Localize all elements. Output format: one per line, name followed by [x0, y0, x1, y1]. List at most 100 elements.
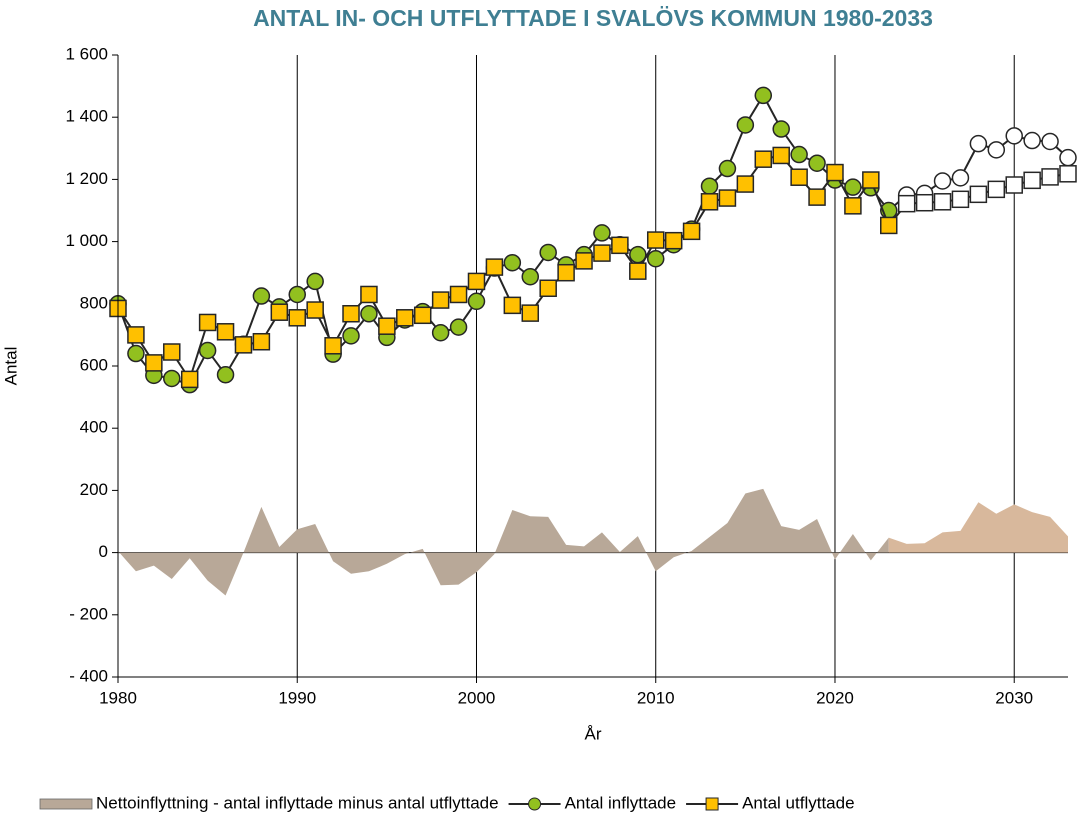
marker [145, 354, 163, 372]
x-tick-label: 2010 [637, 688, 675, 707]
marker [772, 120, 790, 138]
marker [1023, 131, 1041, 150]
marker [700, 177, 719, 195]
marker [163, 369, 181, 388]
marker [611, 236, 629, 255]
marker [593, 224, 611, 242]
marker [467, 292, 486, 311]
marker [862, 171, 880, 189]
y-tick-label: 1 200 [65, 169, 108, 188]
x-tick-label: 2030 [995, 688, 1033, 707]
area [118, 488, 889, 596]
marker [449, 318, 468, 336]
legend-marker [528, 797, 542, 811]
x-tick-label: 1990 [278, 688, 316, 707]
marker [467, 272, 486, 291]
y-tick-label: - 200 [69, 604, 108, 623]
marker [575, 252, 593, 270]
legend-label: Antal utflyttade [742, 793, 854, 812]
legend-label: Nettoinflyttning - antal inflyttade minu… [96, 793, 499, 812]
y-tick-label: 1 400 [65, 107, 108, 126]
marker [396, 309, 414, 327]
marker [1005, 176, 1023, 194]
marker [360, 305, 378, 323]
marker [754, 150, 773, 168]
marker [646, 249, 665, 268]
marker [198, 313, 217, 332]
marker [127, 326, 145, 344]
marker [163, 343, 181, 361]
marker [808, 188, 826, 206]
x-axis-label: År [585, 724, 602, 743]
marker [180, 370, 199, 389]
marker [413, 306, 432, 325]
marker [324, 337, 342, 355]
marker [378, 317, 396, 335]
marker [880, 216, 898, 235]
marker [844, 197, 862, 215]
marker [521, 267, 540, 286]
legend-swatch [39, 798, 93, 810]
marker [288, 309, 306, 327]
marker [718, 189, 737, 207]
marker [342, 327, 360, 345]
marker [449, 285, 468, 304]
marker [485, 258, 504, 276]
marker [1005, 127, 1023, 145]
marker [288, 285, 306, 304]
marker [987, 180, 1006, 199]
marker [503, 253, 522, 272]
legend-marker [705, 797, 719, 811]
marker [539, 243, 557, 262]
marker [270, 303, 289, 321]
marker [754, 86, 773, 105]
marker [736, 175, 755, 193]
marker [431, 323, 450, 342]
marker [557, 263, 575, 282]
y-axis-label: Antal [1, 347, 20, 386]
marker [915, 193, 934, 212]
marker [127, 344, 145, 363]
marker [700, 193, 719, 211]
x-tick-label: 2020 [816, 688, 854, 707]
marker [951, 169, 970, 187]
marker [431, 291, 450, 309]
marker [593, 244, 611, 262]
marker [1023, 171, 1041, 190]
y-tick-label: 800 [80, 293, 108, 312]
marker [897, 194, 916, 213]
marker [790, 168, 808, 186]
marker [933, 193, 952, 211]
marker [718, 159, 737, 178]
y-tick-label: 1 000 [65, 231, 108, 250]
marker [664, 231, 683, 250]
y-tick-label: 0 [99, 542, 108, 561]
y-tick-label: - 400 [69, 666, 108, 685]
marker [360, 285, 378, 304]
marker [342, 305, 360, 323]
marker [826, 163, 844, 182]
marker [216, 365, 235, 384]
marker [969, 134, 988, 153]
marker [1059, 165, 1077, 183]
marker [252, 332, 271, 351]
marker [234, 336, 253, 354]
marker [969, 185, 988, 204]
marker [933, 172, 952, 190]
marker [736, 116, 755, 134]
y-tick-label: 400 [80, 418, 108, 437]
marker [521, 304, 540, 322]
marker [772, 146, 790, 165]
marker [1041, 132, 1059, 151]
x-tick-label: 2000 [458, 688, 496, 707]
y-tick-label: 600 [80, 355, 108, 374]
marker [216, 323, 235, 341]
marker [539, 279, 557, 297]
marker [629, 262, 647, 280]
marker [790, 145, 808, 164]
chart-title: ANTAL IN- OCH UTFLYTTADE I SVALÖVS KOMMU… [253, 5, 933, 31]
marker [951, 190, 970, 209]
marker [844, 178, 862, 196]
marker [646, 231, 665, 249]
